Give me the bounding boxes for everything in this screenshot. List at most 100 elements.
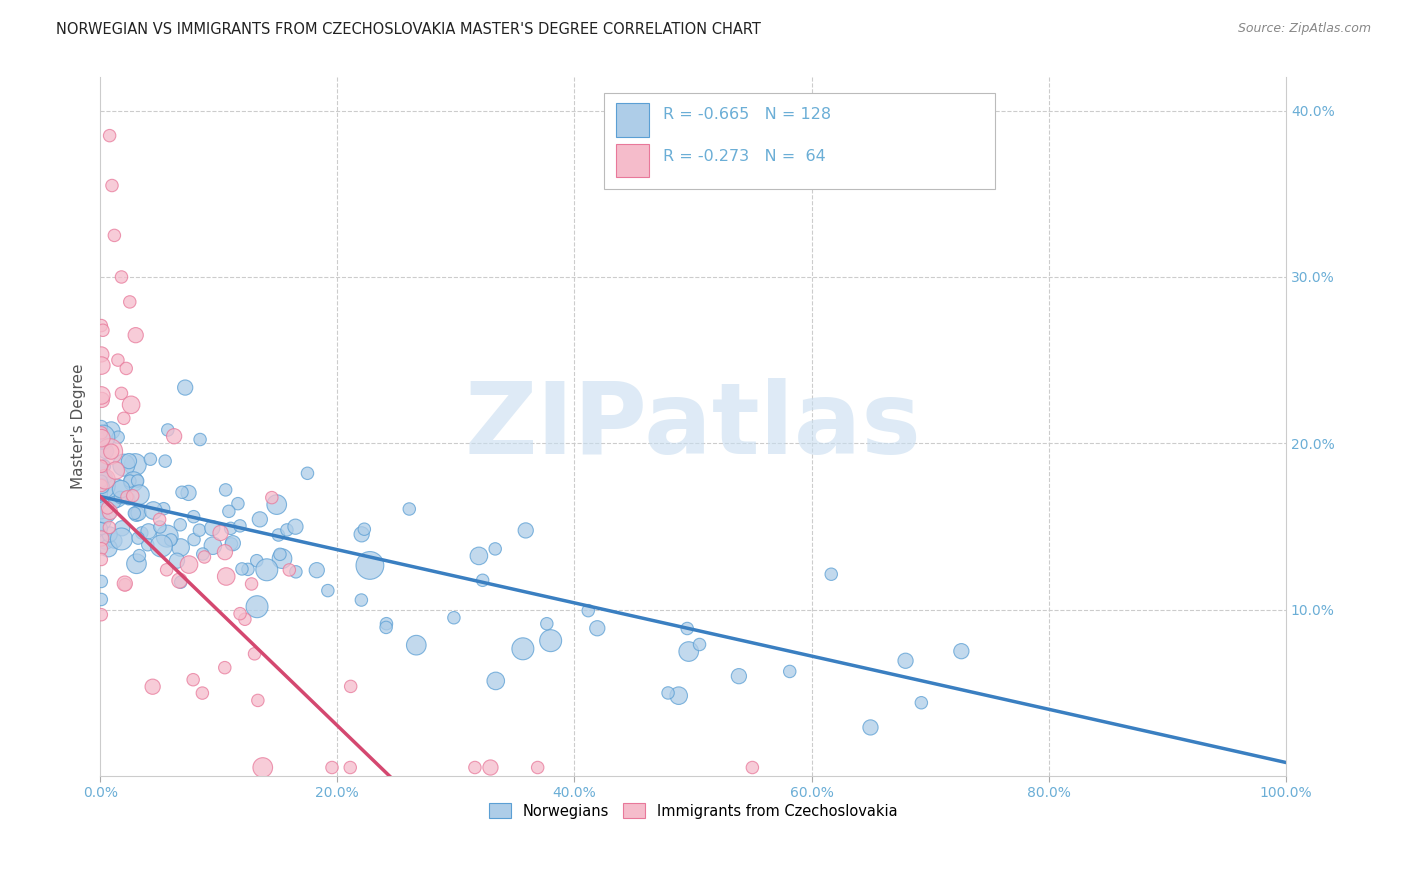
Point [90,392,112,407]
Point [375,620,398,634]
Point [678,644,700,658]
Point [163,429,186,443]
Point [271,551,294,566]
Point [110,491,132,505]
Point [229,607,252,621]
Point [96,470,118,484]
Point [110,532,132,546]
Point [305,563,328,577]
Point [103,495,125,509]
Point [218,504,240,518]
Point [229,519,252,533]
Text: R = -0.273   N =  64: R = -0.273 N = 64 [664,149,827,164]
Point [107,353,129,368]
Point [142,503,165,517]
Point [90,514,112,528]
Point [90,521,112,535]
Point [150,539,173,553]
Point [471,574,494,588]
Point [118,454,141,468]
Point [233,612,256,626]
Point [149,512,172,526]
Point [90,500,112,514]
Point [479,760,502,774]
Point [177,486,200,500]
Point [169,574,191,588]
Point [215,569,238,583]
Point [350,527,373,541]
Point [136,538,159,552]
Point [90,459,112,474]
Point [859,721,882,735]
Point [94,534,117,549]
Point [153,454,176,468]
Point [243,647,266,661]
Point [484,541,506,556]
Point [249,512,271,526]
Point [93,459,115,474]
Point [90,494,112,508]
Point [125,507,148,521]
Point [464,760,486,774]
Point [540,633,562,648]
Point [657,686,679,700]
Point [114,577,136,591]
Point [214,483,236,497]
Point [90,419,112,434]
Point [90,607,112,622]
Point [90,425,112,440]
Point [128,549,150,563]
Point [114,576,136,591]
Point [260,491,283,505]
Point [515,524,537,538]
Point [676,622,699,636]
Point [297,467,319,481]
Point [90,592,112,607]
Point [101,178,124,193]
Point [91,430,114,444]
Point [188,523,211,537]
Point [121,489,143,503]
Point [159,533,181,547]
Point [90,541,112,556]
Point [115,490,138,504]
Point [398,502,420,516]
Point [90,388,112,402]
Point [125,328,148,343]
Text: Source: ZipAtlas.com: Source: ZipAtlas.com [1237,22,1371,36]
Point [512,641,534,656]
Point [90,359,112,373]
Point [94,505,117,519]
Point [97,500,120,515]
Point [100,444,122,458]
Point [576,604,599,618]
Point [120,398,142,412]
Point [90,431,112,445]
Point [246,693,269,707]
Point [191,547,214,561]
Point [100,424,122,438]
Point [90,475,112,489]
Point [321,760,343,774]
Point [110,270,132,285]
Point [485,673,508,688]
Y-axis label: Master's Degree: Master's Degree [72,364,86,490]
Point [276,523,298,537]
Point [131,525,153,540]
Point [201,539,224,553]
Point [118,294,141,309]
Point [256,563,278,577]
Point [375,616,398,631]
Point [689,638,711,652]
Point [91,323,114,337]
Point [90,347,112,361]
Point [405,638,427,652]
Point [741,760,763,774]
Point [169,517,191,532]
Point [125,557,148,571]
Text: NORWEGIAN VS IMMIGRANTS FROM CZECHOSLOVAKIA MASTER'S DEGREE CORRELATION CHART: NORWEGIAN VS IMMIGRANTS FROM CZECHOSLOVA… [56,22,761,37]
Point [359,558,381,573]
Point [353,522,375,536]
Point [668,689,690,703]
Point [91,529,114,543]
